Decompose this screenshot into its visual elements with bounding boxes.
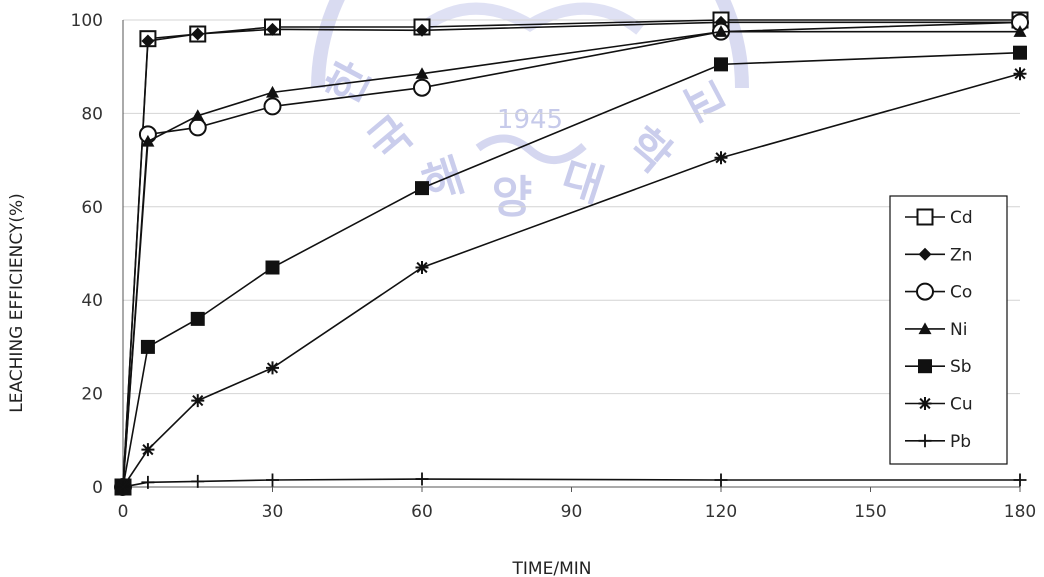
legend-label-pb: Pb — [950, 432, 971, 452]
series-ni — [116, 25, 1027, 493]
data-point-pb — [266, 473, 279, 487]
series-line-sb — [122, 51, 1021, 488]
data-point-pb — [191, 474, 205, 488]
series-line-zn — [122, 21, 1020, 488]
data-point-sb — [1013, 45, 1027, 60]
y-tick-label: 0 — [92, 478, 103, 498]
seal-glyph: 학 — [617, 118, 681, 183]
legend-marker-ni — [918, 322, 932, 335]
legend-marker-co — [916, 282, 934, 301]
seal-wave — [475, 134, 587, 165]
y-tick-label: 60 — [81, 198, 103, 218]
legend-label-sb: Sb — [950, 357, 972, 377]
data-point-ni — [415, 67, 429, 79]
data-point-cu — [714, 151, 728, 165]
data-point-zn — [266, 22, 279, 36]
x-tick-label: 60 — [411, 502, 433, 522]
y-tick-label: 20 — [81, 385, 103, 405]
axes: 0 30 60 90 120 150 180 0 20 40 60 80 100 — [71, 11, 1037, 522]
series-line-cu — [122, 72, 1021, 488]
y-axis-title: LEACHING EFFICIENCY(%) — [7, 193, 27, 413]
data-point-pb — [415, 472, 429, 486]
legend: Cd Zn Co Ni Sb Cu Pb — [889, 195, 1008, 465]
data-point-co — [188, 118, 207, 137]
legend-label-ni: Ni — [950, 320, 967, 340]
legend-label-cu: Cu — [950, 395, 973, 415]
data-point-ni — [191, 109, 205, 121]
data-point-pb — [141, 475, 155, 489]
data-point-ni — [1013, 25, 1027, 37]
legend-label-cd: Cd — [950, 208, 973, 228]
data-point-pb — [116, 480, 130, 494]
series-line-ni — [122, 30, 1020, 488]
data-point-ni — [141, 134, 155, 147]
legend-marker-zn — [918, 247, 932, 261]
data-point-cu — [141, 443, 155, 457]
data-point-co — [263, 97, 282, 116]
data-point-zn — [141, 34, 155, 48]
x-tick-label: 90 — [561, 502, 583, 522]
data-point-sb — [714, 57, 728, 72]
seal-glyph: 교 — [671, 71, 735, 131]
data-point-co — [413, 78, 431, 97]
x-tick-label: 30 — [262, 502, 284, 522]
legend-label-zn: Zn — [950, 245, 972, 265]
legend-marker-pb — [918, 434, 932, 448]
seal-glyph: 해 — [416, 150, 470, 211]
data-point-sb — [415, 181, 429, 196]
x-tick-label: 0 — [118, 502, 129, 522]
y-tick-label: 100 — [71, 11, 103, 31]
y-tick-label: 40 — [81, 291, 103, 311]
seal-glyph: 양 — [492, 172, 532, 223]
x-tick-label: 180 — [1004, 502, 1036, 522]
data-point-cu — [1013, 67, 1027, 81]
data-point-sb — [190, 311, 205, 326]
x-tick-label: 120 — [705, 502, 737, 522]
y-tick-label: 80 — [81, 104, 103, 124]
seal-year: 1945 — [497, 105, 563, 135]
data-point-pb — [714, 473, 728, 487]
grid — [123, 19, 1020, 395]
data-point-zn — [415, 23, 429, 37]
series-line-cd — [122, 19, 1020, 488]
data-point-cu — [266, 361, 279, 375]
legend-marker-cd — [916, 208, 934, 226]
series-line-co — [122, 21, 1021, 488]
legend-label-co: Co — [950, 283, 972, 303]
data-point-zn — [191, 27, 205, 41]
x-tick-label: 150 — [854, 502, 886, 522]
series-pb — [116, 472, 1027, 494]
seal-ring — [311, 0, 749, 89]
legend-marker-cu — [918, 397, 932, 410]
data-point-cu — [191, 394, 205, 408]
data-point-ni — [714, 25, 728, 37]
data-point-sb — [140, 339, 155, 354]
data-point-cu — [415, 261, 429, 275]
x-axis-title: TIME/MIN — [512, 559, 592, 577]
data-point-sb — [265, 260, 280, 275]
data-point-pb — [1013, 473, 1027, 487]
data-point-ni — [266, 85, 279, 98]
seal-glyph: 국 — [359, 106, 423, 171]
series-group — [114, 11, 1029, 496]
legend-marker-sb — [918, 359, 932, 374]
series-line-pb — [122, 478, 1020, 488]
legend-box — [889, 195, 1008, 465]
